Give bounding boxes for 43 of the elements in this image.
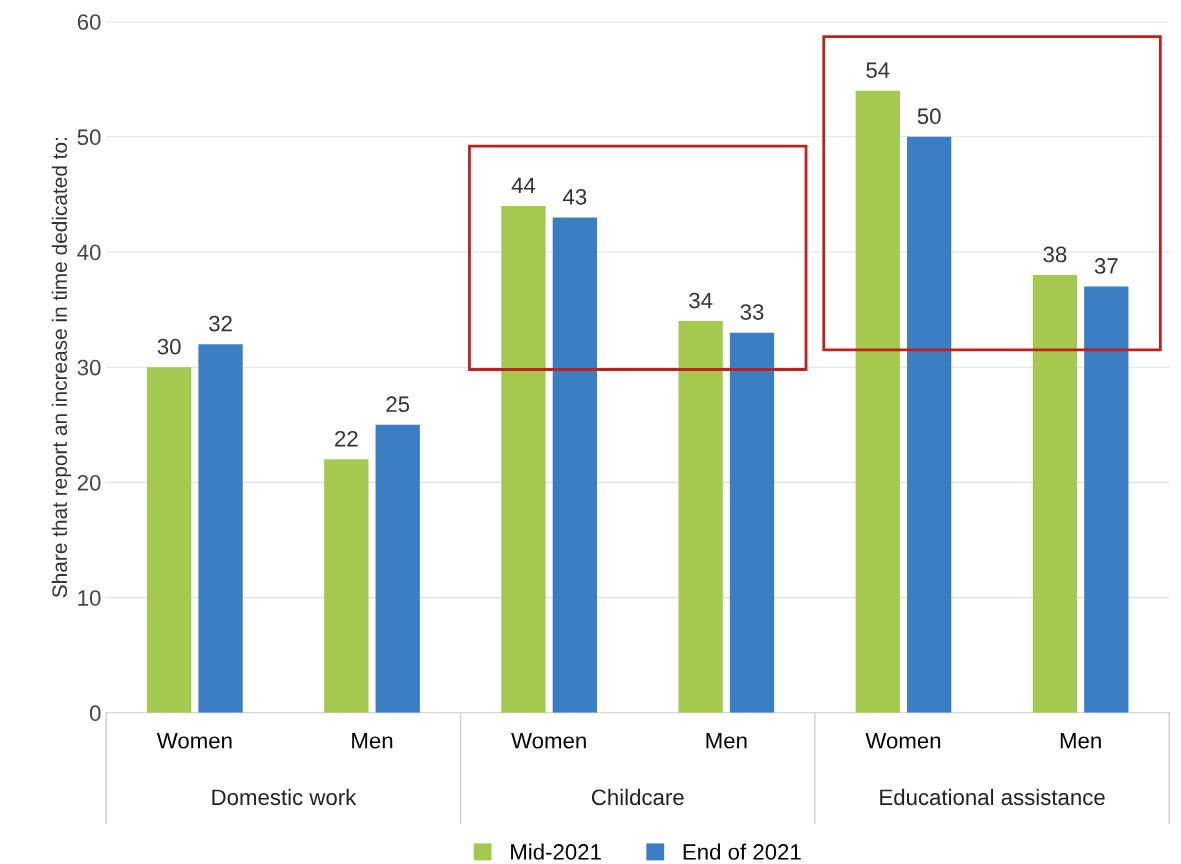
data-label: 54 xyxy=(866,62,890,78)
x-tick-label: Men xyxy=(352,733,393,749)
y-axis-title: Share that report an increase in time dedicated to: xyxy=(51,138,72,598)
data-label: 38 xyxy=(1043,246,1067,263)
text: Educational assistance xyxy=(880,788,1105,806)
bar xyxy=(501,205,546,713)
bar xyxy=(729,332,775,713)
x-tick-label: Women xyxy=(511,733,586,749)
bar xyxy=(678,321,723,713)
y-tick-label: 30 xyxy=(77,359,101,376)
text: Childcare xyxy=(591,788,684,806)
y-tick-label: 10 xyxy=(78,590,101,606)
data-label: 25 xyxy=(386,396,410,413)
x-tick-label: Men xyxy=(706,733,747,749)
bar xyxy=(1032,275,1078,713)
bar xyxy=(855,90,900,713)
x-tick-label: Men xyxy=(1060,733,1101,749)
data-label: 34 xyxy=(689,292,713,309)
bar xyxy=(198,344,243,713)
y-tick-label: 20 xyxy=(77,474,101,491)
text: Domestic work xyxy=(212,788,357,806)
data-label: 37 xyxy=(1094,258,1118,274)
x-tick-label: Women xyxy=(865,733,941,749)
bar xyxy=(147,367,192,713)
bar xyxy=(375,424,420,713)
bar xyxy=(1084,286,1129,713)
data-label: 43 xyxy=(563,188,587,205)
data-label: 44 xyxy=(511,177,536,193)
legend-label: Mid-2021 xyxy=(511,843,601,860)
x-tick-label: Women xyxy=(156,733,232,749)
y-tick-label: 40 xyxy=(77,244,101,261)
data-label: 30 xyxy=(157,338,181,355)
legend-label: End of 2021 xyxy=(683,843,801,860)
data-label: 32 xyxy=(209,315,232,332)
bar xyxy=(552,217,597,713)
y-tick-label: 0 xyxy=(89,705,101,722)
bar xyxy=(324,459,369,713)
y-tick-label: 60 xyxy=(77,14,101,30)
y-tick-label: 50 xyxy=(77,129,101,146)
data-label: 22 xyxy=(335,430,358,447)
bar xyxy=(907,136,952,713)
data-label: 33 xyxy=(740,304,764,320)
data-label: 50 xyxy=(917,108,941,125)
